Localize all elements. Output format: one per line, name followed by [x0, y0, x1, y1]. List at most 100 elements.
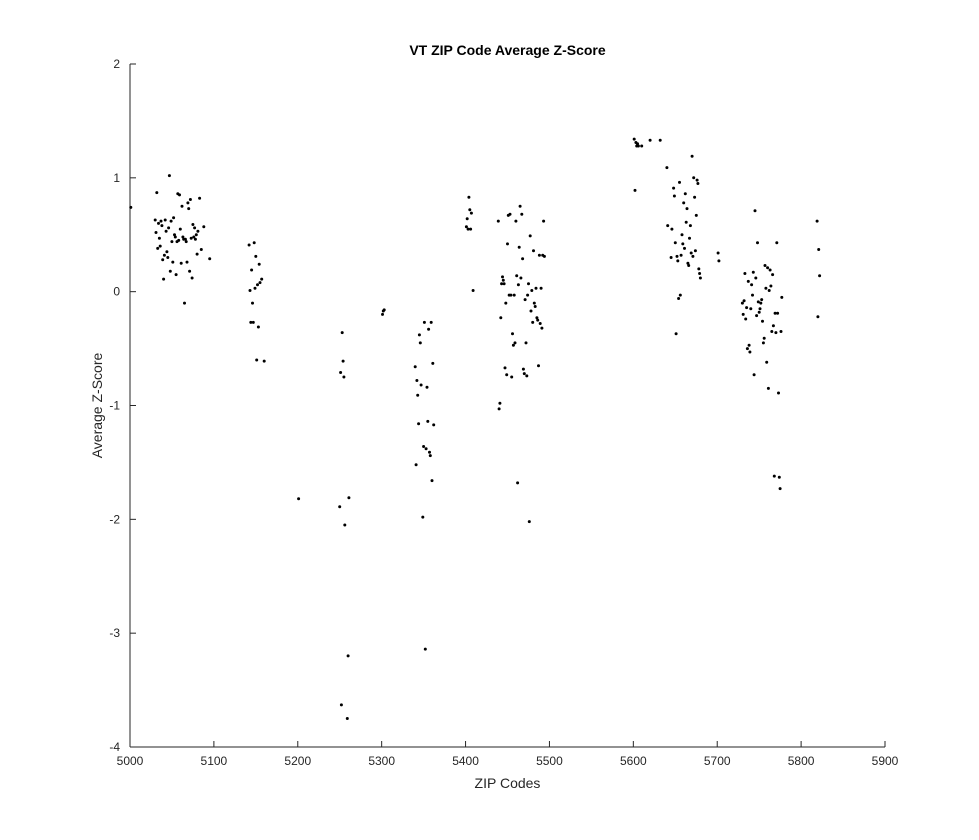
data-point — [153, 218, 157, 222]
data-point — [761, 319, 764, 323]
data-point — [520, 212, 524, 216]
data-point — [682, 201, 686, 205]
data-point — [762, 336, 766, 340]
data-point — [428, 454, 432, 458]
data-point — [691, 254, 695, 258]
data-point — [542, 254, 546, 258]
data-point — [688, 224, 692, 228]
data-point — [756, 241, 759, 245]
data-point — [764, 286, 768, 290]
data-point — [162, 253, 166, 257]
data-point — [174, 273, 178, 277]
y-tick-label: 0 — [113, 285, 120, 299]
data-point — [766, 386, 770, 390]
y-tick-label: -3 — [109, 626, 120, 640]
data-point — [180, 204, 184, 208]
data-point — [500, 282, 504, 286]
data-point — [527, 520, 531, 524]
data-point — [164, 229, 168, 233]
data-point — [536, 318, 540, 322]
data-point — [511, 332, 514, 336]
data-point — [471, 289, 475, 292]
data-point — [748, 350, 752, 354]
data-point — [780, 295, 784, 299]
data-point — [766, 266, 770, 270]
data-point — [499, 316, 503, 320]
data-point — [505, 373, 509, 377]
data-point — [187, 207, 191, 211]
data-point — [777, 391, 780, 395]
data-point — [513, 341, 517, 345]
data-point — [769, 284, 773, 288]
data-point — [515, 274, 519, 278]
data-point — [157, 236, 161, 240]
data-point — [519, 276, 523, 280]
data-point — [680, 233, 684, 237]
data-point — [464, 225, 468, 229]
data-point — [535, 316, 539, 320]
data-point — [511, 343, 515, 347]
data-point — [744, 317, 748, 321]
data-point — [698, 276, 702, 280]
data-point — [745, 306, 749, 310]
x-tick-label: 5700 — [704, 754, 731, 768]
data-point — [192, 235, 196, 239]
data-point — [194, 233, 198, 237]
data-point — [424, 447, 428, 451]
data-point — [418, 341, 422, 345]
x-tick-label: 5400 — [452, 754, 479, 768]
data-point — [183, 301, 186, 305]
data-point — [468, 208, 472, 212]
data-point — [252, 241, 256, 245]
data-point — [516, 481, 520, 485]
data-point — [681, 242, 685, 246]
data-point — [190, 276, 194, 280]
data-point — [503, 366, 507, 370]
data-point — [767, 289, 771, 292]
data-point — [508, 212, 512, 216]
data-point — [417, 333, 421, 337]
data-point — [510, 375, 514, 379]
data-point — [684, 220, 688, 224]
data-point — [195, 252, 199, 256]
data-point — [208, 257, 212, 261]
data-point — [255, 358, 259, 362]
data-point — [636, 142, 639, 146]
x-tick-label: 5500 — [536, 754, 563, 768]
data-point — [465, 217, 469, 221]
data-point — [422, 445, 426, 448]
data-point — [518, 204, 522, 208]
data-point — [695, 178, 699, 182]
data-point — [532, 249, 535, 253]
data-point — [256, 325, 260, 329]
data-point — [740, 301, 744, 305]
data-point — [431, 361, 435, 365]
data-point — [690, 154, 694, 158]
data-point — [161, 258, 165, 262]
chart-title: VT ZIP Code Average Z-Score — [409, 42, 606, 58]
data-point — [818, 274, 822, 278]
y-tick-label: -1 — [109, 399, 120, 413]
ticks: 5000 5100 5200 5300 5400 5500 5600 5700 5800 5900… — [109, 57, 898, 768]
data-point — [751, 293, 754, 297]
data-point — [338, 505, 342, 509]
x-axis-label: ZIP Codes — [475, 775, 541, 791]
data-point — [168, 269, 172, 273]
data-point — [779, 330, 783, 333]
data-point — [537, 364, 540, 368]
data-point — [191, 223, 195, 226]
data-point — [346, 654, 350, 658]
data-point — [469, 227, 473, 231]
data-point — [506, 242, 509, 246]
data-point — [498, 401, 502, 405]
data-point — [666, 224, 670, 228]
data-point — [815, 219, 819, 223]
data-point — [251, 301, 254, 305]
data-point — [527, 282, 530, 286]
data-point — [538, 322, 542, 325]
data-point — [426, 419, 430, 423]
data-point — [755, 314, 759, 318]
data-point — [514, 219, 518, 223]
data-point — [670, 227, 674, 231]
data-point — [258, 281, 262, 285]
